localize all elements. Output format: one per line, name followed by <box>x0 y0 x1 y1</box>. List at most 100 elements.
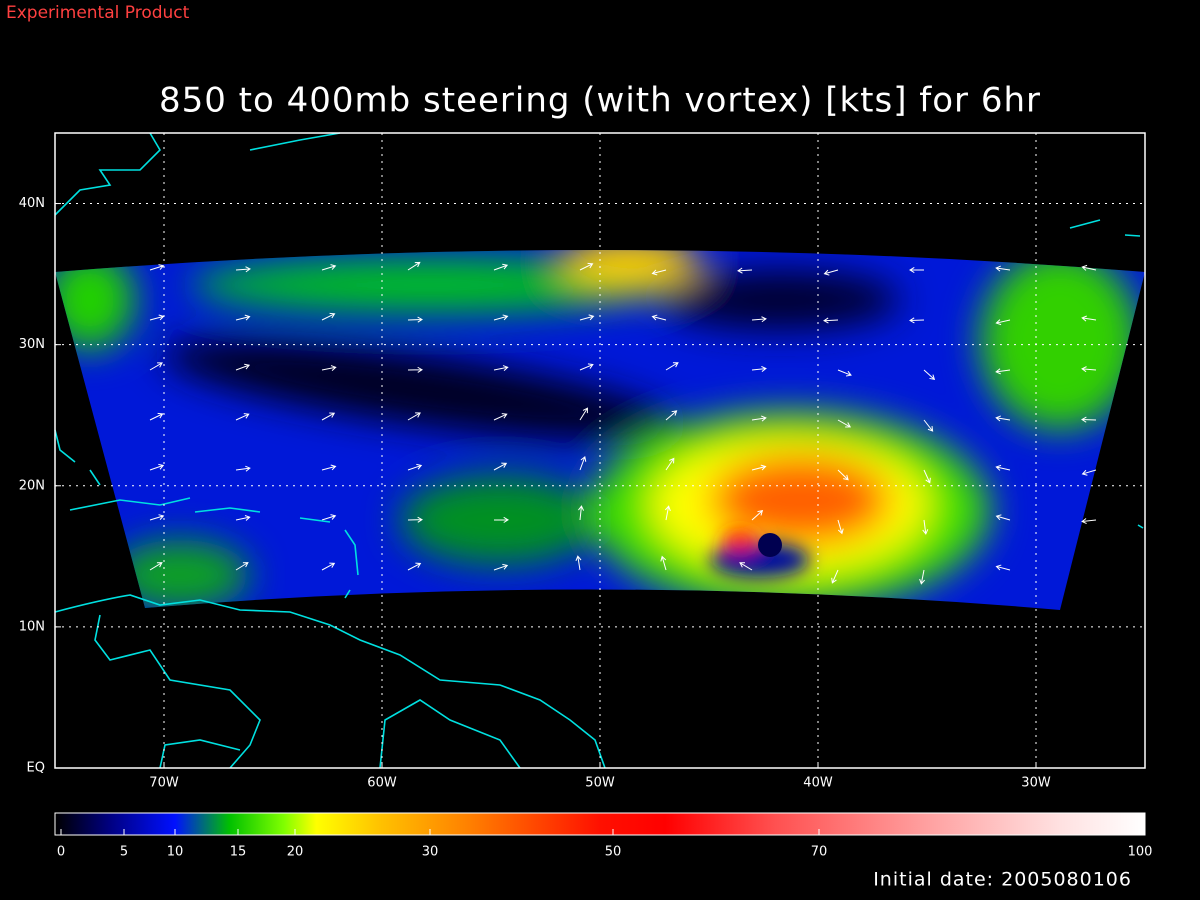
y-tick-label: 30N <box>19 337 45 352</box>
wind-arrow <box>823 317 839 324</box>
wind-arrow <box>995 319 1011 326</box>
wind-arrow <box>149 362 163 371</box>
wind-arrow <box>407 366 423 373</box>
x-tick-label: 40W <box>803 776 833 791</box>
wind-arrow <box>407 516 423 523</box>
wind-arrow <box>909 267 925 274</box>
wind-arrow <box>1081 315 1097 322</box>
initial-date: Initial date: 2005080106 <box>873 869 1132 891</box>
wind-arrow <box>1081 469 1097 476</box>
wind-arrow <box>493 263 509 271</box>
colorbar-tick-label: 100 <box>1128 845 1153 860</box>
wind-arrow <box>579 363 594 371</box>
wind-arrow <box>919 569 926 585</box>
wind-arrow <box>321 312 336 321</box>
wind-arrow <box>1081 416 1097 423</box>
wind-arrow <box>235 266 251 273</box>
wind-arrow <box>579 314 595 321</box>
wind-arrow <box>149 264 165 271</box>
wind-arrow <box>321 464 337 471</box>
wind-arrow <box>651 269 667 276</box>
wind-arrow <box>737 267 753 274</box>
wind-arrow <box>235 363 251 371</box>
wind-arrow <box>149 463 165 471</box>
wind-arrow <box>407 412 421 421</box>
wind-arrow <box>751 464 767 471</box>
wind-arrow <box>1081 518 1097 525</box>
wind-arrows <box>149 261 1097 585</box>
colorbar <box>54 812 1146 836</box>
experimental-label: Experimental Product <box>6 3 190 23</box>
x-tick-label: 60W <box>367 776 397 791</box>
wind-arrow <box>751 509 764 521</box>
wind-arrow <box>407 562 422 571</box>
wind-arrow <box>751 316 767 323</box>
wind-arrow <box>235 515 251 521</box>
wind-arrow <box>995 464 1011 471</box>
wind-arrow <box>235 562 249 571</box>
wind-arrow <box>493 563 509 571</box>
colorbar-tick-label: 50 <box>605 845 622 860</box>
wind-arrow <box>651 314 667 321</box>
wind-arrow <box>493 314 509 321</box>
x-tick-label: 70W <box>149 776 179 791</box>
wind-arrow <box>235 413 250 421</box>
y-tick-label: EQ <box>27 761 45 776</box>
colorbar-tick-label: 10 <box>167 845 184 860</box>
wind-arrow <box>1081 366 1097 373</box>
y-tick-label: 20N <box>19 478 45 493</box>
wind-arrow <box>831 569 839 584</box>
wind-arrow <box>579 407 588 421</box>
wind-arrow <box>493 365 509 371</box>
colorbar-tick-label: 20 <box>287 845 304 860</box>
colorbar-tick-label: 30 <box>422 845 439 860</box>
wind-arrow <box>909 317 925 324</box>
wind-arrow <box>751 415 767 422</box>
wind-arrow <box>321 412 336 421</box>
colorbar-tick-label: 5 <box>120 845 128 860</box>
x-tick-label: 50W <box>585 776 615 791</box>
wind-arrow <box>922 519 929 535</box>
wind-arrow <box>149 412 164 421</box>
wind-arrow <box>579 262 594 271</box>
wind-arrow <box>149 514 165 521</box>
wind-arrow <box>665 410 678 421</box>
wind-arrow <box>995 514 1011 521</box>
colorbar-tick-label: 0 <box>57 845 65 860</box>
wind-arrow <box>1081 264 1097 271</box>
wind-arrow <box>923 369 936 381</box>
coastlines <box>54 132 1144 769</box>
wind-arrow <box>823 269 839 276</box>
wind-arrow <box>235 314 251 321</box>
wind-arrow <box>579 455 587 471</box>
wind-arrow <box>923 419 934 432</box>
wind-arrow <box>837 519 844 535</box>
wind-arrow <box>235 465 251 472</box>
y-tick-label: 40N <box>19 196 45 211</box>
wind-arrow <box>665 362 679 371</box>
wind-arrow <box>837 419 852 428</box>
wind-arrow <box>493 516 509 523</box>
wind-arrow <box>321 264 337 271</box>
wind-arrow <box>493 462 508 471</box>
wind-arrow <box>321 365 337 371</box>
wind-arrow <box>575 555 582 571</box>
map-title: 850 to 400mb steering (with vortex) [kts… <box>159 81 1041 121</box>
x-tick-label: 30W <box>1021 776 1051 791</box>
wind-arrow <box>837 369 852 377</box>
wind-arrow <box>751 365 767 372</box>
map-frame <box>54 132 1146 769</box>
wind-arrow <box>407 463 423 471</box>
wind-arrow <box>995 265 1011 272</box>
wind-arrow <box>665 457 675 471</box>
wind-arrow <box>995 415 1011 422</box>
wind-arrow <box>149 562 163 571</box>
wind-arrow <box>407 316 423 323</box>
wind-arrow <box>321 514 337 521</box>
wind-arrow <box>321 562 336 571</box>
wind-arrow <box>837 469 849 481</box>
y-tick-label: 10N <box>19 619 45 634</box>
colorbar-tick-label: 70 <box>811 845 828 860</box>
colorbar-tick-label: 15 <box>230 845 247 860</box>
